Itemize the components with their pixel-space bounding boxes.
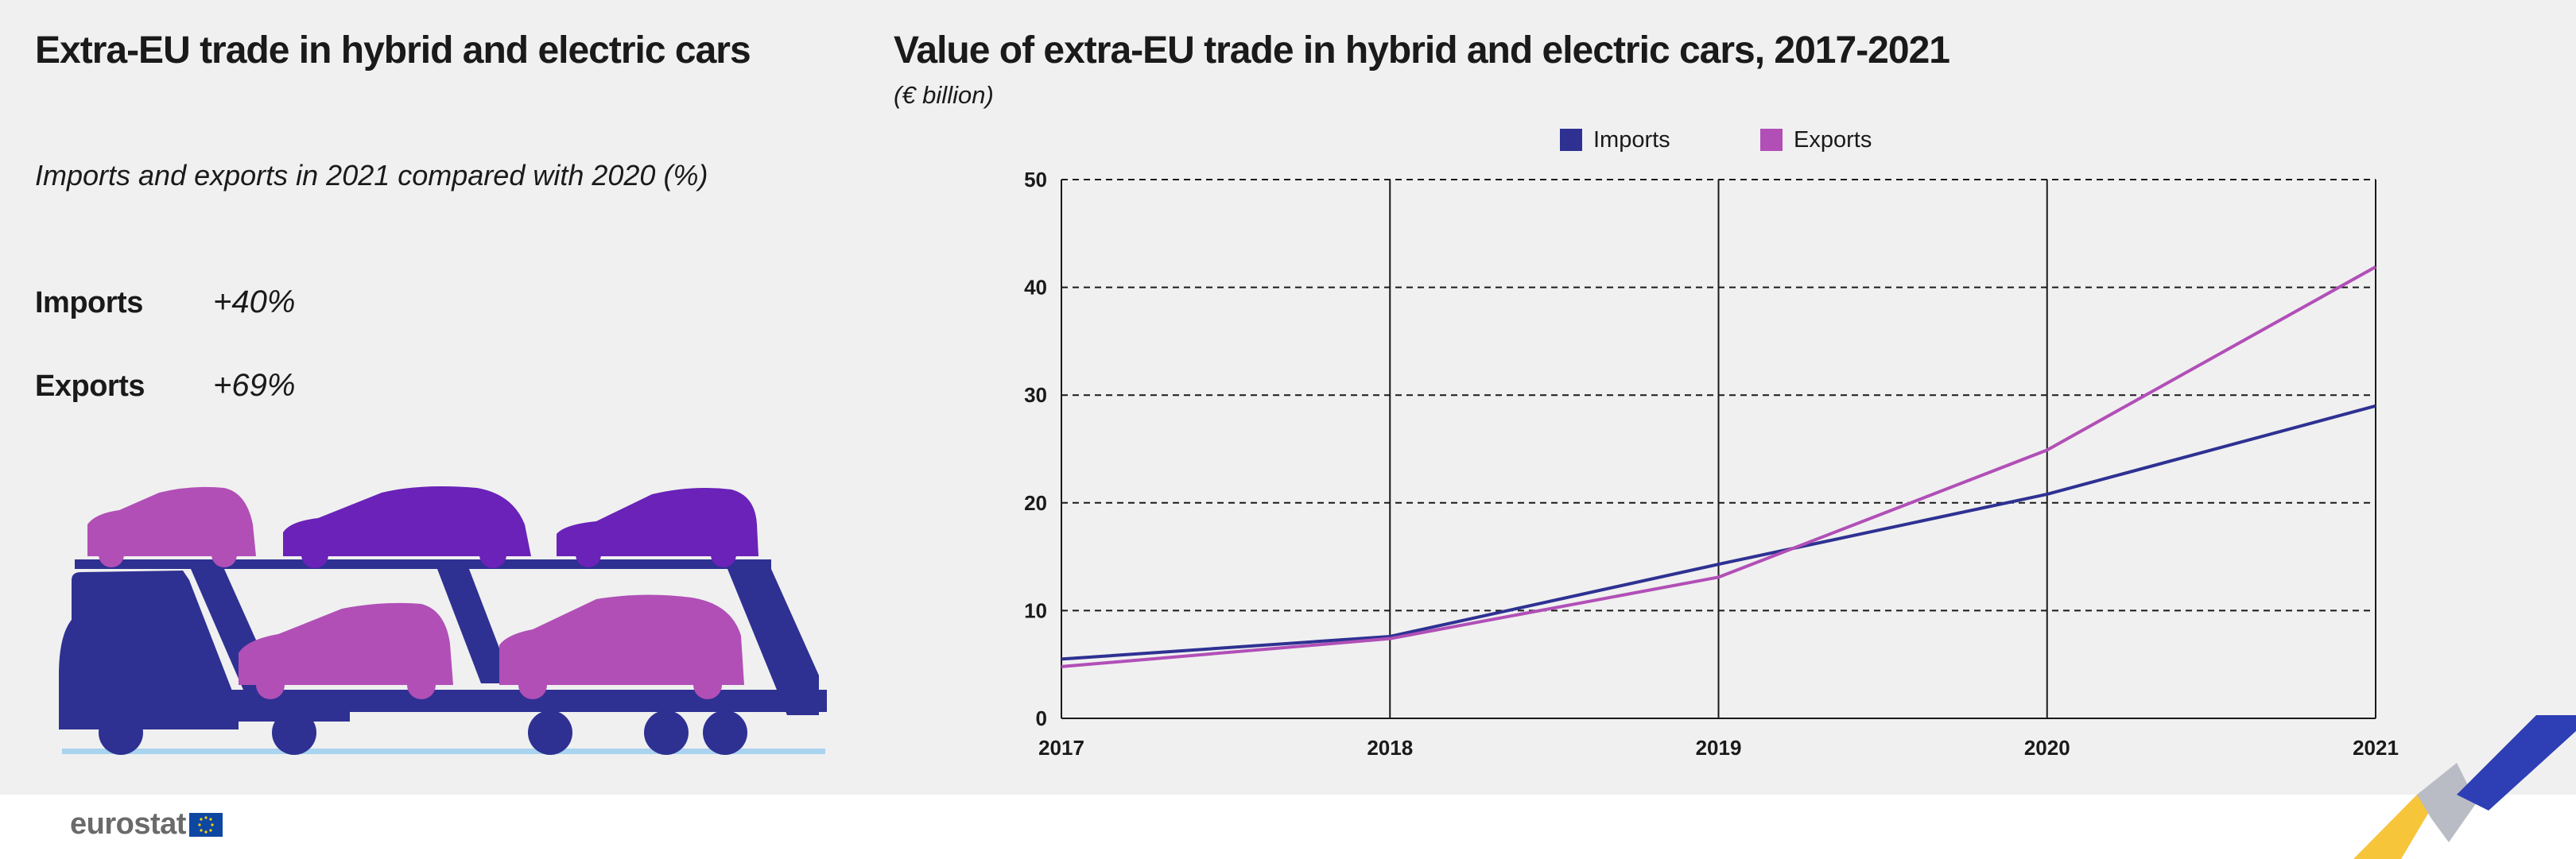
legend-label-imports: Imports — [1593, 126, 1670, 153]
car-top-1 — [87, 486, 256, 567]
y-tick-label-10: 10 — [1024, 598, 1047, 622]
wheel-1 — [99, 710, 143, 755]
left-panel-subtitle: Imports and exports in 2021 compared wit… — [35, 159, 708, 192]
left-panel-title: Extra-EU trade in hybrid and electric ca… — [35, 29, 751, 72]
wheel-2 — [272, 710, 316, 755]
y-tick-label-0: 0 — [1036, 706, 1047, 730]
car-top-2 — [283, 486, 531, 568]
x-tick-label-2018: 2018 — [1367, 736, 1413, 760]
series-line-imports — [1061, 404, 2376, 661]
x-tick-label-2021: 2021 — [2353, 736, 2399, 760]
eurostat-logo: eurostat — [70, 807, 223, 842]
chart-title: Value of extra-EU trade in hybrid and el… — [894, 29, 1950, 72]
truck-cab — [59, 571, 239, 729]
car-bottom-1 — [239, 602, 453, 699]
truck-chassis — [143, 707, 350, 722]
legend-swatch-exports — [1760, 129, 1783, 151]
car-bottom-2 — [499, 594, 744, 699]
y-tick-label-50: 50 — [1024, 168, 1047, 192]
middle-ramp-strut — [437, 569, 513, 683]
car-top-3 — [557, 488, 758, 567]
x-tick-label-2020: 2020 — [2024, 736, 2070, 760]
eu-flag-icon — [188, 812, 223, 837]
series-line-exports — [1061, 265, 2376, 668]
eurostat-logo-text: eurostat — [70, 807, 186, 841]
wheel-3 — [528, 710, 572, 755]
imports-stat-value: +40% — [213, 284, 296, 319]
legend-item-imports: Imports — [1560, 126, 1670, 154]
decorative-ribbon — [2353, 715, 2576, 859]
line-chart: 0 10 20 30 40 50 2017 2018 2019 2020 2021 — [1024, 168, 2399, 760]
imports-stat-label: Imports — [35, 286, 143, 319]
x-tick-label-2019: 2019 — [1696, 736, 1742, 760]
wheel-5 — [703, 710, 747, 755]
car-transporter-illustration — [59, 486, 827, 755]
legend-item-exports: Exports — [1760, 126, 1872, 154]
upper-deck — [75, 559, 771, 569]
legend-swatch-imports — [1560, 129, 1582, 151]
chart-unit-subtitle: (€ billion) — [894, 81, 994, 109]
y-tick-label-30: 30 — [1024, 383, 1047, 407]
exports-stat-value: +69% — [213, 368, 296, 403]
ground-line — [62, 749, 825, 754]
y-tick-label-20: 20 — [1024, 491, 1047, 515]
legend-label-exports: Exports — [1794, 126, 1872, 153]
rear-ramp-strut — [727, 569, 819, 715]
exports-stat-label: Exports — [35, 370, 145, 403]
y-tick-label-40: 40 — [1024, 276, 1047, 300]
wheel-4 — [644, 710, 689, 755]
x-tick-label-2017: 2017 — [1038, 736, 1084, 760]
